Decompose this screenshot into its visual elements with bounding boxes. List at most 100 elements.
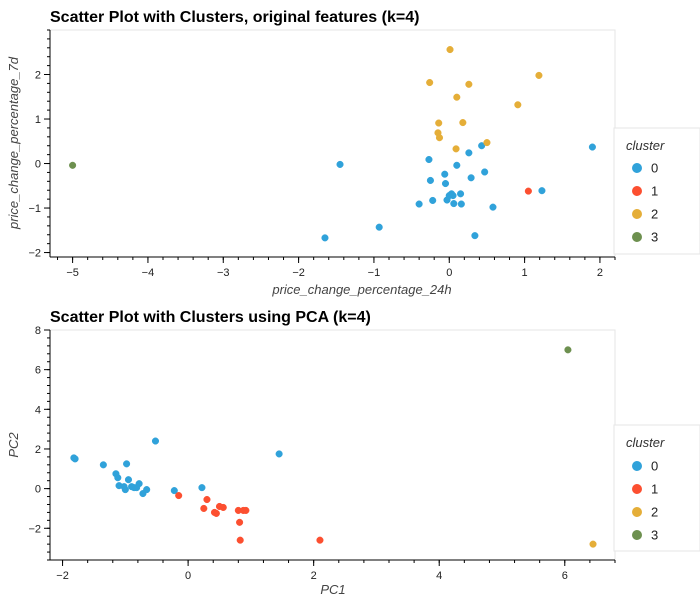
- chart2-plot-frame: [49, 329, 616, 561]
- cluster-2-point: [426, 78, 434, 87]
- legend-label-cluster-0: 0: [651, 459, 658, 474]
- y-tick-label: 2: [35, 70, 41, 82]
- y-tick-label: 1: [35, 114, 41, 126]
- legend-marker-cluster-3: [632, 232, 642, 242]
- x-tick-label: 2: [597, 267, 603, 279]
- cluster-0-point: [481, 168, 489, 176]
- chart-original-features: Scatter Plot with Clusters, original fea…: [6, 9, 700, 297]
- cluster-2-point: [459, 119, 467, 127]
- cluster-0-point: [429, 196, 437, 205]
- cluster-1-point: [175, 492, 183, 500]
- cluster-2-point: [435, 134, 444, 142]
- cluster-0-point: [465, 149, 473, 157]
- cluster-1-point: [242, 506, 250, 514]
- x-tick-label: −2: [292, 267, 305, 279]
- x-tick-label: 0: [446, 267, 452, 279]
- cluster-0-point: [471, 232, 479, 240]
- y-tick-label: −1: [28, 203, 41, 215]
- y-tick-label: 4: [35, 404, 41, 416]
- cluster-0-point: [588, 143, 596, 151]
- cluster-0-point: [71, 455, 79, 463]
- legend-marker-cluster-3: [632, 530, 642, 540]
- cluster-1-point: [219, 503, 227, 512]
- cluster-0-point: [453, 161, 461, 169]
- cluster-0-point: [123, 460, 131, 468]
- cluster-0-point: [415, 200, 423, 208]
- x-tick-label: −3: [217, 267, 230, 279]
- x-tick-label: 6: [562, 570, 568, 582]
- chart1-x-axis-label: price_change_percentage_24h: [271, 282, 451, 297]
- chart2-y-ticks: −2 0 2 4 6 8: [28, 325, 50, 561]
- legend-marker-cluster-1: [632, 484, 642, 494]
- cluster-0-point: [538, 187, 546, 195]
- cluster-2-point: [446, 46, 454, 54]
- cluster-1-point: [212, 509, 220, 517]
- legend-label-cluster-3: 3: [651, 528, 658, 543]
- y-tick-label: 0: [35, 484, 41, 496]
- legend-marker-cluster-2: [632, 209, 642, 219]
- cluster-0-point: [457, 200, 465, 208]
- legend-label-cluster-1: 1: [651, 184, 658, 199]
- chart2-points: [70, 346, 597, 548]
- legend-label-cluster-2: 2: [651, 505, 658, 520]
- cluster-0-point: [336, 160, 344, 168]
- x-tick-label: −5: [66, 267, 79, 279]
- cluster-0-point: [457, 190, 465, 198]
- chart2-y-axis-label: PC2: [6, 432, 21, 458]
- cluster-0-point: [375, 223, 383, 231]
- cluster-2-point: [453, 93, 461, 101]
- cluster-0-point: [441, 180, 450, 188]
- x-tick-label: 0: [185, 570, 191, 582]
- x-tick-label: 1: [522, 267, 528, 279]
- cluster-1-point: [203, 495, 211, 504]
- y-tick-label: −2: [28, 248, 41, 260]
- y-tick-label: 0: [35, 159, 41, 171]
- cluster-2-point: [483, 139, 491, 147]
- cluster-0-point: [114, 474, 122, 482]
- chart1-plot-frame: [49, 29, 616, 258]
- x-tick-label: −2: [56, 570, 69, 582]
- y-tick-label: 8: [35, 325, 41, 337]
- chart1-points: [69, 46, 596, 242]
- cluster-3-point: [564, 346, 572, 354]
- cluster-1-point: [236, 536, 244, 544]
- legend-marker-cluster-0: [632, 461, 642, 471]
- legend-label-cluster-3: 3: [651, 230, 658, 245]
- cluster-2-point: [465, 80, 473, 88]
- chart2-legend-items: 0 1 2 3: [632, 459, 658, 543]
- chart1-legend-title: cluster: [626, 138, 665, 153]
- cluster-0-point: [121, 486, 129, 494]
- y-tick-label: 6: [35, 365, 41, 377]
- cluster-1-point: [524, 187, 532, 195]
- chart1-legend-items: 0 1 2 3: [632, 161, 658, 245]
- legend-label-cluster-2: 2: [651, 207, 658, 222]
- chart1-x-ticks: −5 −4 −3 −2 −1 0 1 2: [57, 257, 616, 279]
- chart1-title: Scatter Plot with Clusters, original fea…: [50, 9, 419, 26]
- cluster-0-point: [151, 437, 160, 445]
- chart2-legend-title: cluster: [626, 435, 665, 450]
- chart2-x-axis-label: PC1: [320, 582, 345, 597]
- cluster-0-point: [143, 486, 151, 494]
- chart2-title: Scatter Plot with Clusters using PCA (k=…: [50, 309, 371, 326]
- chart2-legend: cluster 0 1 2 3: [613, 424, 700, 552]
- chart2-x-ticks: −2 0 2 4 6: [56, 560, 616, 582]
- legend-label-cluster-1: 1: [651, 482, 658, 497]
- y-tick-label: −2: [28, 523, 41, 535]
- cluster-0-point: [198, 484, 206, 492]
- legend-marker-cluster-1: [632, 186, 642, 196]
- chart2-legend-box: [613, 424, 700, 552]
- cluster-2-point: [435, 119, 443, 127]
- x-tick-label: 2: [311, 570, 317, 582]
- cluster-0-point: [449, 192, 457, 200]
- cluster-0-point: [99, 461, 107, 469]
- legend-marker-cluster-2: [632, 507, 642, 517]
- cluster-0-point: [441, 170, 449, 178]
- legend-marker-cluster-0: [632, 163, 642, 173]
- cluster-0-point: [170, 487, 178, 495]
- cluster-0-point: [135, 480, 143, 488]
- chart-pca: Scatter Plot with Clusters using PCA (k=…: [6, 309, 700, 597]
- chart1-legend: cluster 0 1 2 3: [613, 127, 700, 255]
- cluster-0-point: [321, 234, 329, 242]
- x-tick-label: 4: [436, 570, 442, 582]
